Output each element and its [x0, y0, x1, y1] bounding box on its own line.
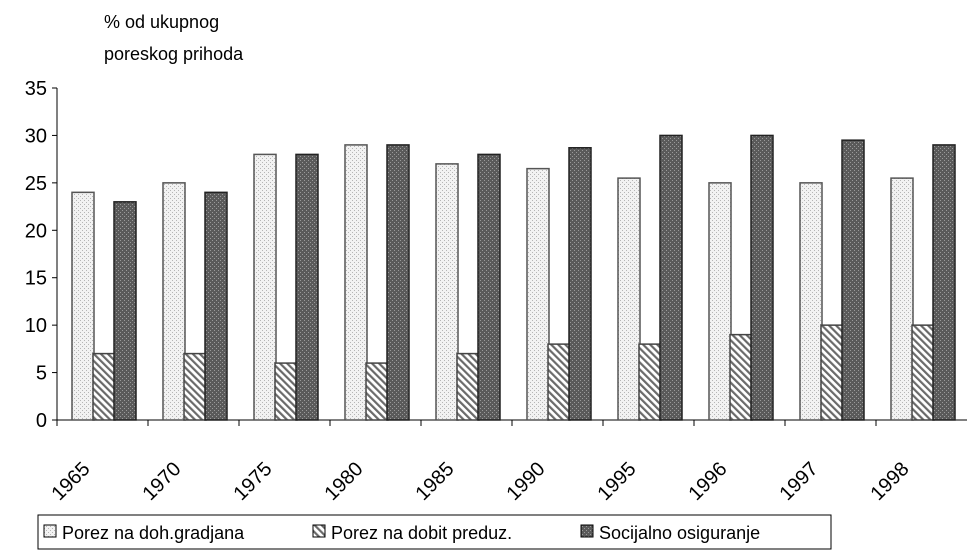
bar-1996-series-1 — [708, 182, 732, 421]
x-tick-label: 1998 — [867, 458, 914, 505]
bar-1998-series-1 — [890, 177, 914, 421]
y-axis-label-line-1: % od ukupnog — [104, 12, 219, 32]
bar-1985-series-1 — [435, 163, 459, 421]
x-tick-label: 1997 — [776, 458, 823, 505]
x-tick-label: 1975 — [230, 458, 277, 505]
bar-1980-series-2 — [365, 362, 389, 421]
x-tick-label: 1985 — [412, 458, 459, 505]
bars — [71, 134, 956, 421]
legend-label-3: Socijalno osiguranje — [599, 523, 760, 543]
bar-1997-series-1 — [799, 182, 823, 421]
bar-1965-series-2 — [92, 352, 116, 421]
bar-1985-series-2 — [456, 352, 480, 421]
y-tick-label: 10 — [25, 315, 47, 337]
y-tick-label: 25 — [25, 173, 47, 195]
bar-1998-series-2 — [911, 324, 935, 421]
y-tick-label: 5 — [36, 363, 47, 385]
legend-swatch-1 — [43, 524, 57, 538]
legend-swatch-2 — [312, 524, 326, 538]
bar-1970-series-1 — [162, 182, 186, 421]
bar-1975-series-2 — [274, 362, 298, 421]
legend: Porez na doh.gradjana Porez na dobit pred… — [37, 514, 832, 550]
bar-1970-series-3 — [204, 191, 228, 421]
y-axis-label-line-2: poreskog prihoda — [104, 44, 244, 64]
x-tick-label: 1965 — [48, 458, 95, 505]
bar-1975-series-3 — [295, 153, 319, 421]
legend-label-2: Porez na dobit preduz. — [331, 523, 512, 543]
bar-1980-series-1 — [344, 144, 368, 421]
y-tick-label: 0 — [36, 410, 47, 432]
bar-1990-series-2 — [547, 343, 571, 421]
bar-1980-series-3 — [386, 144, 410, 421]
x-tick-label: 1995 — [594, 458, 641, 505]
bar-1990-series-3 — [568, 147, 592, 421]
y-tick-label: 30 — [25, 125, 47, 147]
bar-1985-series-3 — [477, 153, 501, 421]
bar-1996-series-2 — [729, 333, 753, 421]
legend-box — [37, 514, 832, 550]
bar-1965-series-3 — [113, 201, 137, 421]
bar-1970-series-2 — [183, 352, 207, 421]
y-tick-label: 15 — [25, 268, 47, 290]
x-axis: 1965 1970 1975 1980 1985 1990 1995 1996 1997 1998 — [48, 419, 967, 505]
y-tick-label: 20 — [25, 220, 47, 242]
bar-1995-series-1 — [617, 177, 641, 421]
y-axis: 0 5 10 15 20 25 30 35 — [25, 78, 58, 432]
x-tick-label: 1980 — [321, 458, 368, 505]
x-tick-label: 1996 — [685, 458, 732, 505]
x-tick-label: 1990 — [503, 458, 550, 505]
bar-1997-series-3 — [841, 139, 865, 421]
bar-1965-series-1 — [71, 191, 95, 421]
bar-1996-series-3 — [750, 134, 774, 421]
bar-1990-series-1 — [526, 167, 550, 421]
bar-1997-series-2 — [820, 324, 844, 421]
bar-1975-series-1 — [253, 153, 277, 421]
bar-1995-series-2 — [638, 343, 662, 421]
bar-1998-series-3 — [932, 144, 956, 421]
x-tick-label: 1970 — [139, 458, 186, 505]
legend-label-1: Porez na doh.gradjana — [62, 523, 245, 543]
legend-swatch-3 — [580, 524, 594, 538]
y-tick-label: 35 — [25, 78, 47, 100]
bar-1995-series-3 — [659, 134, 683, 421]
